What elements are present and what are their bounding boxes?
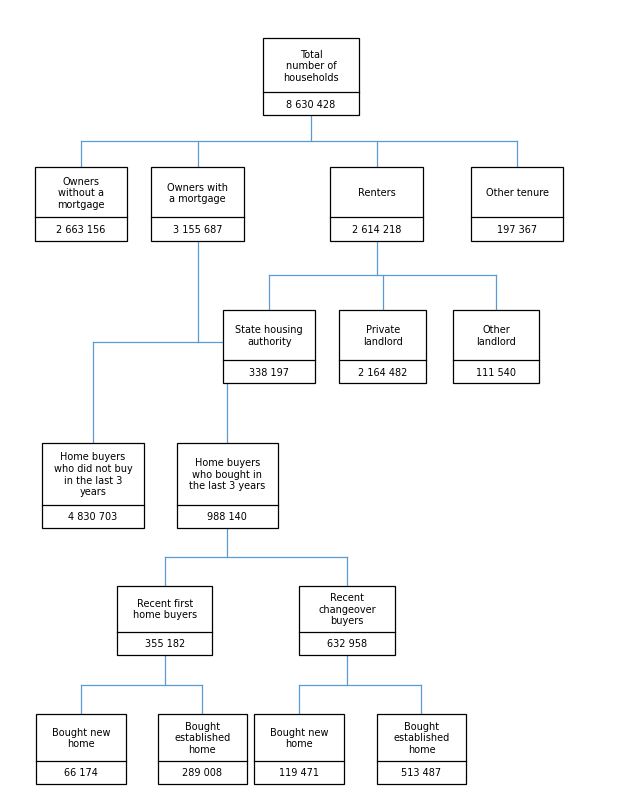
FancyBboxPatch shape: [299, 585, 394, 655]
Text: Renters: Renters: [358, 188, 396, 198]
FancyBboxPatch shape: [330, 168, 423, 241]
FancyBboxPatch shape: [42, 444, 144, 528]
FancyBboxPatch shape: [151, 168, 244, 241]
FancyBboxPatch shape: [223, 310, 315, 383]
Text: Recent
changeover
buyers: Recent changeover buyers: [318, 593, 376, 626]
Text: 988 140: 988 140: [208, 512, 248, 521]
Text: 513 487: 513 487: [401, 767, 442, 777]
Text: Bought
established
home: Bought established home: [174, 721, 230, 754]
Text: 8 630 428: 8 630 428: [286, 99, 336, 110]
Text: Other
landlord: Other landlord: [476, 325, 516, 346]
Text: 66 174: 66 174: [64, 767, 98, 777]
Text: Bought
established
home: Bought established home: [393, 721, 450, 754]
FancyBboxPatch shape: [36, 715, 126, 784]
FancyBboxPatch shape: [117, 585, 213, 655]
FancyBboxPatch shape: [177, 444, 278, 528]
Text: 2 164 482: 2 164 482: [358, 367, 407, 377]
FancyBboxPatch shape: [254, 715, 344, 784]
FancyBboxPatch shape: [35, 168, 128, 241]
Text: 2 663 156: 2 663 156: [57, 225, 106, 235]
Text: Recent first
home buyers: Recent first home buyers: [132, 598, 197, 620]
Text: Owners with
a mortgage: Owners with a mortgage: [167, 182, 228, 204]
Text: 2 614 218: 2 614 218: [352, 225, 401, 235]
Text: Other tenure: Other tenure: [486, 188, 549, 198]
FancyBboxPatch shape: [340, 310, 426, 383]
Text: 197 367: 197 367: [497, 225, 537, 235]
Text: Bought new
home: Bought new home: [52, 727, 110, 748]
Text: 3 155 687: 3 155 687: [173, 225, 222, 235]
FancyBboxPatch shape: [377, 715, 466, 784]
Text: 4 830 703: 4 830 703: [68, 512, 118, 521]
Text: 355 182: 355 182: [144, 638, 185, 649]
Text: 119 471: 119 471: [279, 767, 319, 777]
FancyBboxPatch shape: [263, 39, 359, 116]
Text: 632 958: 632 958: [327, 638, 367, 649]
Text: Private
landlord: Private landlord: [363, 325, 402, 346]
Text: Home buyers
who bought in
the last 3 years: Home buyers who bought in the last 3 yea…: [189, 458, 266, 491]
Text: Total
number of
households: Total number of households: [283, 50, 339, 83]
Text: State housing
authority: State housing authority: [235, 325, 303, 346]
Text: Home buyers
who did not buy
in the last 3
years: Home buyers who did not buy in the last …: [53, 452, 132, 496]
FancyBboxPatch shape: [471, 168, 564, 241]
Text: Owners
without a
mortgage: Owners without a mortgage: [57, 176, 105, 209]
FancyBboxPatch shape: [453, 310, 539, 383]
FancyBboxPatch shape: [157, 715, 247, 784]
Text: 111 540: 111 540: [476, 367, 516, 377]
Text: 289 008: 289 008: [182, 767, 222, 777]
Text: 338 197: 338 197: [249, 367, 289, 377]
Text: Bought new
home: Bought new home: [270, 727, 328, 748]
